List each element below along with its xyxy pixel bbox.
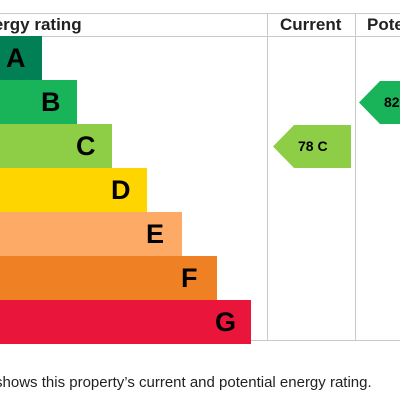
header-divider <box>0 36 400 37</box>
potential-arrow-shape <box>359 80 400 124</box>
potential-column-divider <box>355 13 356 341</box>
potential-column-header: Potential <box>367 15 400 34</box>
band-f: F <box>0 256 217 300</box>
potential-rating-value: 82 B <box>384 93 400 110</box>
band-a: A <box>0 36 42 80</box>
band-letter-d: D <box>111 175 131 205</box>
band-e: E <box>0 212 182 256</box>
current-column-divider <box>267 13 268 341</box>
band-b: B <box>0 80 77 124</box>
graph-caption: This graph shows this property’s current… <box>0 374 372 391</box>
current-rating-marker: 78 C <box>273 124 351 168</box>
current-arrow-shape <box>273 124 351 168</box>
band-letter-c: C <box>76 131 96 161</box>
table-top-border <box>0 13 400 14</box>
energy-rating-header: Energy rating <box>0 15 82 34</box>
band-g: G <box>0 300 251 344</box>
band-letter-b: B <box>41 87 61 117</box>
current-rating-value: 78 C <box>298 137 328 154</box>
band-d: D <box>0 168 147 212</box>
band-letter-e: E <box>146 219 165 249</box>
potential-rating-marker: 82 B <box>359 80 400 124</box>
band-letter-a: A <box>6 43 26 73</box>
band-c: C <box>0 124 112 168</box>
current-column-header: Current <box>280 15 342 34</box>
band-letter-g: G <box>215 307 237 337</box>
band-letter-f: F <box>181 263 198 293</box>
